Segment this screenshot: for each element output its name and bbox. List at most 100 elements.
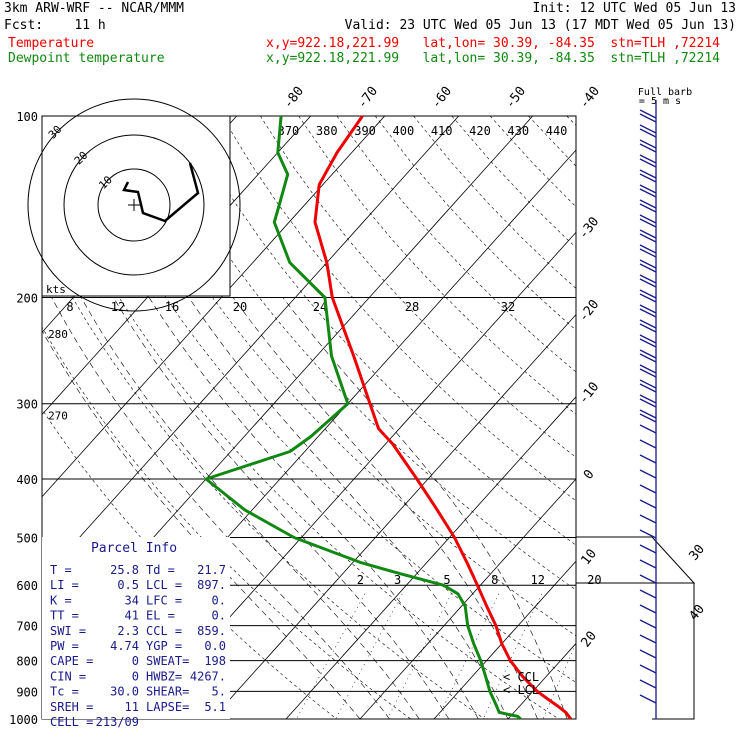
- parcel-info-key: SHEAR=: [146, 685, 189, 699]
- wind-barb: [639, 619, 657, 629]
- ccl-marker: < CCL: [503, 670, 539, 684]
- parcel-info-key: YGP =: [146, 639, 182, 653]
- parcel-info-value: 198: [204, 654, 226, 668]
- init-time: Init: 12 UTC Wed 05 Jun 13: [532, 1, 737, 16]
- isotherm-line: [582, 116, 740, 719]
- dry-adiabat-line: [720, 116, 740, 719]
- model-title: 3km ARW-WRF -- NCAR/MMM: [4, 1, 185, 16]
- parcel-info-key: EL =: [146, 609, 175, 623]
- temperature-line: [313, 115, 573, 720]
- isotherm-label: 30: [687, 542, 708, 564]
- moist-adiabat-line: [232, 297, 538, 719]
- parcel-info-value: 25.8: [110, 563, 139, 577]
- temperature-location: x,y=922.18,221.99 lat,lon= 30.39, -84.35…: [266, 36, 720, 51]
- theta-label-top: 430: [507, 124, 529, 138]
- pressure-tick-label: 400: [16, 473, 38, 487]
- wind-barb: [639, 289, 657, 303]
- wind-panel-outline: [576, 536, 696, 720]
- parcel-info-value: 0.: [212, 609, 226, 623]
- parcel-info-key: SWEAT=: [146, 654, 189, 668]
- hodograph-ring: [27, 98, 241, 312]
- wind-barb: [639, 649, 657, 659]
- dry-adiabat-line: [298, 116, 576, 415]
- wind-barb: [639, 514, 657, 524]
- wind-barb: [639, 244, 657, 258]
- mixing-ratio-line: [387, 593, 452, 719]
- hodograph-scale-label: 28: [405, 300, 419, 314]
- wind-barb: [639, 529, 657, 539]
- parcel-info-value: 30.0: [110, 685, 139, 699]
- isotherm-label: -50: [503, 84, 529, 112]
- wind-barb: [639, 319, 657, 333]
- hodograph-origin-mark: [128, 199, 140, 211]
- wind-barb: [639, 274, 657, 288]
- lcl-marker: < LCL: [503, 683, 539, 697]
- wind-barb: [639, 439, 657, 449]
- parcel-info-key: CIN =: [50, 669, 86, 683]
- parcel-info-value: 4.74: [110, 639, 139, 653]
- theta-label-top: 420: [469, 124, 491, 138]
- mixing-ratio-label: 2: [357, 573, 364, 587]
- hodograph-ring: [63, 134, 205, 276]
- wind-barb: [639, 139, 657, 153]
- theta-label-top: 370: [278, 124, 300, 138]
- valid-time: Valid: 23 UTC Wed 05 Jun 13 (17 MDT Wed …: [344, 18, 736, 33]
- mixing-ratio-line: [335, 593, 403, 719]
- parcel-info-value: 5.: [212, 685, 226, 699]
- wind-barb: [639, 379, 657, 393]
- sounding-profiles: [204, 115, 573, 721]
- wind-barb: [639, 664, 657, 674]
- dry-adiabat-line: [68, 116, 576, 683]
- pressure-tick-label: 900: [16, 685, 38, 699]
- hodograph-scale-label: 32: [501, 300, 515, 314]
- hodograph-box: [41, 115, 231, 297]
- barb-key-title: Full barb: [638, 87, 692, 98]
- parcel-info-title: Parcel Info: [91, 541, 177, 556]
- pressure-tick-label: 800: [16, 655, 38, 669]
- forecast-hour: Fcst: 11 h: [4, 18, 106, 33]
- isotherm-line: [211, 313, 576, 719]
- hodograph-ring: [97, 168, 171, 242]
- wind-barb: [639, 634, 657, 644]
- wind-barb: [639, 154, 657, 168]
- mixing-ratio-line: [296, 593, 366, 719]
- dry-adiabat-line: [413, 116, 576, 289]
- isotherm-label: 10: [579, 547, 600, 569]
- parcel-info-key: Tc =: [50, 685, 79, 699]
- isotherm-label: -40: [577, 84, 603, 112]
- parcel-info-key: SWI =: [50, 624, 86, 638]
- parcel-info-value: 0.0: [204, 639, 226, 653]
- parcel-info-value: 859.: [197, 624, 226, 638]
- theta-label-left: 270: [48, 410, 68, 423]
- dry-adiabat-line: [106, 116, 576, 637]
- wind-barb: [639, 484, 657, 494]
- wind-barb: [639, 124, 657, 138]
- dry-adiabat-line: [489, 116, 576, 208]
- wind-barb: [639, 334, 657, 348]
- dry-adiabat-line: [528, 116, 576, 167]
- hodograph-units: kts: [46, 283, 66, 296]
- isotherm-line: [433, 560, 576, 719]
- dewpoint-line: [204, 115, 522, 721]
- isotherm-line: [656, 116, 740, 719]
- dewpoint-location: x,y=922.18,221.99 lat,lon= 30.39, -84.35…: [266, 51, 720, 66]
- dry-adiabat-line: [451, 116, 576, 248]
- theta-label-left: 280: [48, 328, 68, 341]
- parcel-info-key: K =: [50, 593, 72, 607]
- wind-barb: [639, 409, 657, 423]
- parcel-info-value: 11: [125, 700, 139, 714]
- isotherm-label: 0: [581, 467, 598, 482]
- parcel-info-key: LFC =: [146, 593, 182, 607]
- isotherm-label: -30: [576, 214, 602, 242]
- hodograph-scale-label: 16: [165, 300, 179, 314]
- wind-barb: [639, 199, 657, 213]
- parcel-info-key: LI =: [50, 578, 79, 592]
- wind-barb: [639, 184, 657, 198]
- wind-barb: [639, 214, 657, 228]
- wind-barb: [639, 679, 657, 689]
- parcel-info-value: 0.: [212, 593, 226, 607]
- parcel-info-key: LAPSE=: [146, 700, 189, 714]
- mixing-ratio-line: [482, 593, 542, 719]
- isotherm-label: 20: [579, 629, 600, 651]
- dewpoint-label: Dewpoint temperature: [8, 51, 165, 66]
